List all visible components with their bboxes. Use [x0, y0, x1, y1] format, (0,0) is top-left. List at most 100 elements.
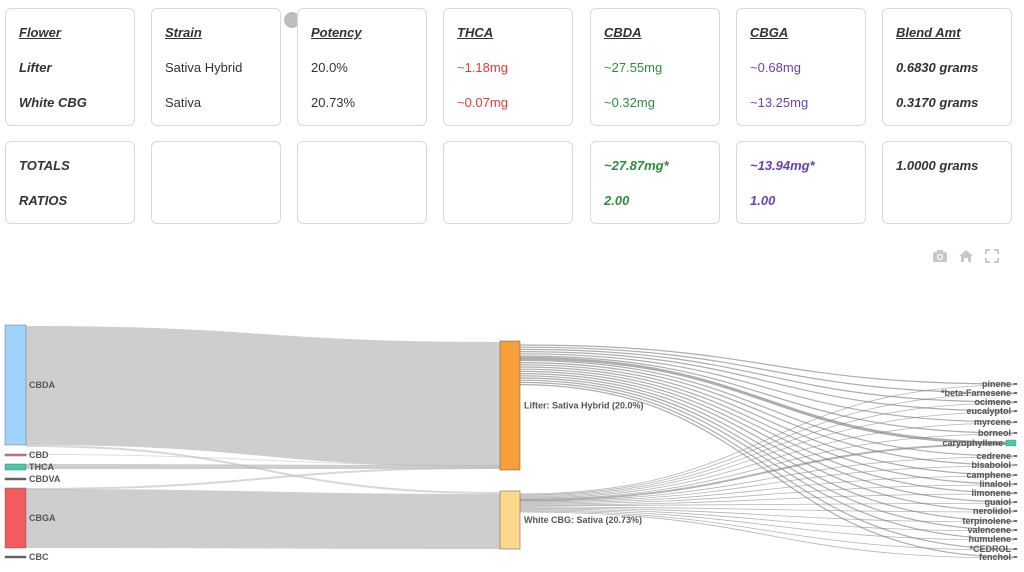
link-white-humulene — [519, 509, 1015, 541]
link-lifter-myrcene — [519, 353, 1015, 423]
cbga-card: CBGA ~0.68mg ~13.25mg — [736, 8, 866, 126]
link-white-ocimene — [519, 402, 1015, 497]
flower-card: Flower Lifter White CBG — [5, 8, 135, 126]
totals-label: TOTALS — [19, 158, 70, 173]
terpene-node-9[interactable] — [1013, 474, 1018, 476]
link-white-caryophyllene — [519, 443, 1015, 501]
camera-icon[interactable] — [932, 248, 948, 264]
blend-total: 1.0000 grams — [896, 158, 979, 173]
link-white-myrcene — [519, 422, 1015, 499]
link-lifter-nerolidol — [519, 373, 1015, 512]
totals-label-card: TOTALS RATIOS — [5, 141, 135, 224]
terpene-node-4[interactable] — [1013, 421, 1018, 423]
potency-card: Potency 20.0% 20.73% — [297, 8, 427, 126]
cbga-ratio: 1.00 — [750, 193, 776, 208]
terpene-label-16: humulene — [968, 534, 1011, 544]
strain-value-2: Sativa — [165, 95, 202, 110]
source-node-cbd[interactable] — [4, 453, 27, 457]
source-node-cbdva[interactable] — [4, 477, 27, 481]
source-label-thca: THCA — [29, 462, 54, 472]
link-lifter-fenchol — [519, 384, 1015, 558]
link-lifter-borneol — [519, 355, 1015, 434]
terpene-node-11[interactable] — [1013, 492, 1018, 494]
home-icon[interactable] — [958, 248, 974, 264]
link-lifter-caryophyllene — [519, 356, 1015, 445]
flower-header: Flower — [19, 25, 61, 40]
link-cbda-white — [26, 445, 500, 494]
drag-handle[interactable] — [284, 12, 300, 28]
blend-value-2: 0.3170 grams — [896, 95, 979, 110]
terpene-node-15[interactable] — [1013, 529, 1018, 531]
link-cbga-white — [26, 489, 500, 549]
terpene-label-11: limonene — [971, 488, 1011, 498]
link-lifter-terpinolene — [519, 375, 1015, 522]
flower-node-1[interactable] — [499, 490, 521, 550]
source-node-thca[interactable] — [4, 463, 27, 471]
link-white-bisabolol — [519, 465, 1015, 503]
terpene-node-13[interactable] — [1013, 510, 1018, 512]
flower-node-0[interactable] — [499, 340, 521, 471]
cbda-value-2: ~0.32mg — [604, 95, 655, 110]
source-node-cbda[interactable] — [4, 324, 27, 446]
terpene-node-18[interactable] — [1013, 556, 1018, 558]
terpene-node-1[interactable] — [1013, 392, 1018, 394]
flower-name-2: White CBG — [19, 95, 87, 110]
source-label-cbd: CBD — [29, 450, 49, 460]
flower-label-1: White CBG: Sativa (20.73%) — [524, 515, 642, 525]
thca-header: THCA — [457, 25, 494, 40]
blend-card: Blend Amt 0.6830 grams 0.3170 grams — [882, 8, 1012, 126]
link-white-guaiol — [519, 502, 1015, 507]
link-lifter-*CEDROL — [519, 381, 1015, 550]
terpene-node-5[interactable] — [1013, 432, 1018, 434]
terpene-node-7[interactable] — [1013, 455, 1018, 457]
link-lifter-guaiol — [519, 370, 1015, 503]
link-white-valencene — [519, 508, 1015, 532]
totals-thca-card — [443, 141, 573, 224]
terpene-node-17[interactable] — [1013, 548, 1018, 550]
source-label-cbdva: CBDVA — [29, 474, 61, 484]
cbga-value-1: ~0.68mg — [750, 60, 801, 75]
terpene-node-2[interactable] — [1013, 401, 1018, 403]
link-lifter-ocimene — [519, 348, 1015, 403]
link-lifter-cedrene — [519, 359, 1015, 457]
cbda-card: CBDA ~27.55mg ~0.32mg — [590, 8, 720, 126]
terpene-node-3[interactable] — [1013, 410, 1018, 412]
link-lifter-eucalyptol — [519, 351, 1015, 412]
sankey-diagram: CBDA CBD THCA CBDVA CBGA CBC Lifter: Sativa Hy… — [4, 324, 1018, 562]
thca-value-1: ~1.18mg — [457, 60, 508, 75]
link-lifter-camphene — [519, 364, 1015, 476]
link-white-fenchol — [519, 511, 1015, 559]
cbga-total: ~13.94mg* — [750, 158, 815, 173]
strain-header: Strain — [165, 25, 202, 40]
terpene-node-10[interactable] — [1013, 483, 1018, 485]
terpene-node-12[interactable] — [1013, 501, 1018, 503]
terpene-label-4: myrcene — [974, 417, 1011, 427]
terpene-node-6[interactable] — [1005, 439, 1017, 447]
link-cbga-lifter — [26, 467, 500, 490]
source-node-cbc[interactable] — [4, 555, 27, 559]
link-thca-lifter — [26, 464, 500, 469]
terpene-node-16[interactable] — [1013, 538, 1018, 540]
source-node-cbga[interactable] — [4, 487, 27, 549]
terpene-label-0: pinene — [982, 379, 1011, 389]
link-lifter-bisabolol — [519, 362, 1015, 466]
terpene-node-0[interactable] — [1013, 383, 1018, 385]
terpene-label-2: ocimene — [974, 397, 1011, 407]
link-white-nerolidol — [519, 506, 1015, 513]
terpene-label-1: *beta-Farnesene — [941, 388, 1011, 398]
potency-header: Potency — [311, 25, 362, 40]
terpene-node-8[interactable] — [1013, 464, 1018, 466]
terpene-label-3: eucalyptol — [966, 406, 1011, 416]
totals-cbda-card: ~27.87mg* 2.00 — [590, 141, 720, 224]
terpene-label-6: caryophyllene — [942, 438, 1003, 448]
link-white-limonene — [519, 493, 1015, 506]
terpene-node-14[interactable] — [1013, 520, 1018, 522]
cbda-total: ~27.87mg* — [604, 158, 669, 173]
link-lifter-valencene — [519, 377, 1015, 531]
autoscale-icon[interactable] — [984, 248, 1000, 264]
cbda-ratio: 2.00 — [604, 193, 630, 208]
thca-card: THCA ~1.18mg ~0.07mg — [443, 8, 573, 126]
potency-value-1: 20.0% — [311, 60, 348, 75]
blend-value-1: 0.6830 grams — [896, 60, 979, 75]
totals-potency-card — [297, 141, 427, 224]
